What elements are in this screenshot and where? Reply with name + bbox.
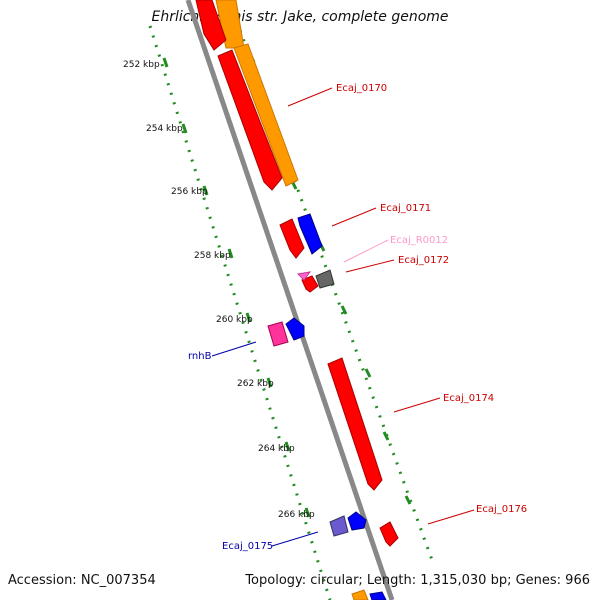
gene-label-ecaj-r0012[interactable]: Ecaj_R0012	[390, 235, 448, 246]
leader-line-ecaj-0176	[427, 509, 475, 525]
misc-feature-ecaj-0172[interactable]	[315, 269, 335, 289]
accession-text: Accession: NC_007354	[8, 573, 156, 588]
leader-line-ecaj-0170	[287, 87, 333, 107]
ruler-label-262: 262 kbp	[237, 379, 274, 389]
right-tick-track	[238, 29, 434, 561]
gene-label-ecaj-0171[interactable]: Ecaj_0171	[380, 203, 431, 214]
topology-text: Topology: circular; Length: 1,315,030 bp…	[245, 573, 590, 588]
ruler-label-266: 266 kbp	[278, 510, 315, 520]
ruler-label-256: 256 kbp	[171, 187, 208, 197]
cds-feature-ecaj-0171[interactable]	[279, 218, 305, 259]
ruler-label-258: 258 kbp	[194, 251, 231, 261]
left-major-ticks	[162, 57, 311, 518]
ruler-label-254: 254 kbp	[146, 124, 183, 134]
cds-feature-ecaj-0170[interactable]	[217, 49, 283, 191]
rrna-feature-rnhB[interactable]	[267, 321, 289, 347]
cds-feature-bottom[interactable]	[351, 589, 369, 600]
gene-feature-ecaj-0175[interactable]	[347, 511, 367, 531]
cds-feature-top[interactable]	[195, 0, 227, 51]
gene-label-ecaj-0175[interactable]: Ecaj_0175	[222, 541, 273, 552]
left-tick-track	[148, 25, 332, 600]
leader-line-ecaj-r0012	[343, 239, 389, 263]
ruler-label-264: 264 kbp	[258, 444, 295, 454]
gene-label-ecaj-0176[interactable]: Ecaj_0176	[476, 504, 527, 515]
leader-line-ecaj-0175	[271, 531, 319, 547]
gene-feature-ecaj-0171[interactable]	[297, 213, 323, 255]
ruler-label-252: 252 kbp	[123, 60, 160, 70]
leader-line-ecaj-0174	[393, 397, 441, 413]
leader-line-ecaj-0171	[331, 207, 377, 227]
gene-label-rnhB[interactable]: rnhB	[188, 351, 212, 362]
cds-feature-ecaj-0176[interactable]	[379, 521, 399, 547]
leader-line-rnhB	[211, 341, 257, 357]
leader-line-ecaj-0172	[345, 259, 395, 273]
ruler-label-260: 260 kbp	[216, 315, 253, 325]
gene-label-ecaj-0174[interactable]: Ecaj_0174	[443, 393, 494, 404]
misc-feature-ecaj-0175[interactable]	[329, 515, 349, 537]
cds-feature-ecaj-0174[interactable]	[327, 357, 383, 491]
orf-feature-ecaj-0170[interactable]	[233, 43, 299, 187]
cds-feature-ecaj-0172[interactable]	[301, 275, 319, 293]
rrna-feature-ecaj-r0012[interactable]	[296, 271, 312, 281]
gene-label-ecaj-0172[interactable]: Ecaj_0172	[398, 255, 449, 266]
gene-label-ecaj-0170[interactable]: Ecaj_0170	[336, 83, 387, 94]
gene-feature-bottom[interactable]	[369, 591, 387, 600]
gene-feature-rnhB[interactable]	[285, 317, 305, 341]
genome-backbone	[185, 0, 395, 600]
